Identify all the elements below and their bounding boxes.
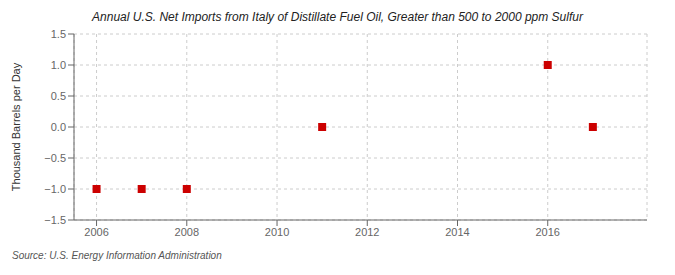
svg-text:2016: 2016	[535, 226, 559, 238]
svg-text:1.5: 1.5	[51, 28, 66, 40]
svg-text:2010: 2010	[265, 226, 289, 238]
svg-text:2006: 2006	[84, 226, 108, 238]
svg-text:2014: 2014	[445, 226, 469, 238]
svg-text:2008: 2008	[175, 226, 199, 238]
svg-text:Thousand Barrels per Day: Thousand Barrels per Day	[10, 62, 22, 191]
svg-text:−0.5: −0.5	[44, 152, 66, 164]
svg-text:−1.0: −1.0	[44, 183, 66, 195]
svg-text:0.5: 0.5	[51, 90, 66, 102]
html-text:Annual U.S. Net Imports from I: Annual U.S. Net Imports from Italy of Di…	[92, 10, 583, 24]
svg-text:0.0: 0.0	[51, 121, 66, 133]
svg-text:2012: 2012	[355, 226, 379, 238]
svg-text:1.0: 1.0	[51, 59, 66, 71]
html-text:Source: U.S. Energy Informatio: Source: U.S. Energy Information Administ…	[12, 250, 222, 261]
svg-text:−1.5: −1.5	[44, 214, 66, 226]
